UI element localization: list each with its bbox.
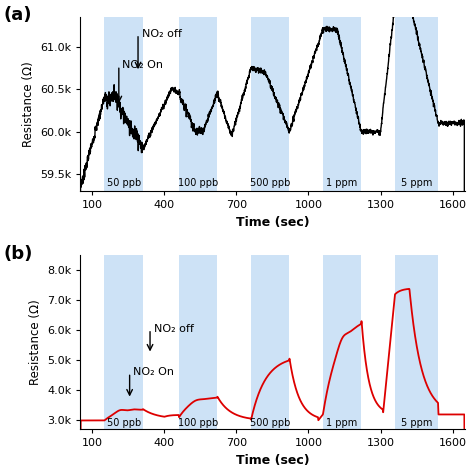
Bar: [323, 255, 361, 429]
Bar: [104, 255, 143, 429]
Text: 100 ppb: 100 ppb: [178, 178, 218, 188]
Y-axis label: Resistance (Ω): Resistance (Ω): [28, 300, 42, 385]
Text: NO₂ off: NO₂ off: [142, 29, 182, 39]
X-axis label: Time (sec): Time (sec): [236, 216, 310, 228]
Text: (a): (a): [4, 7, 32, 25]
Bar: [179, 17, 217, 191]
Bar: [251, 255, 289, 429]
Text: 1 ppm: 1 ppm: [327, 418, 358, 428]
Text: 500 ppb: 500 ppb: [250, 418, 290, 428]
Text: 500 ppb: 500 ppb: [250, 178, 290, 188]
Text: 5 ppm: 5 ppm: [401, 418, 432, 428]
Bar: [395, 17, 438, 191]
X-axis label: Time (sec): Time (sec): [236, 454, 310, 467]
Bar: [179, 255, 217, 429]
Bar: [395, 255, 438, 429]
Text: 100 ppb: 100 ppb: [178, 418, 218, 428]
Text: (b): (b): [4, 245, 33, 263]
Text: NO₂ On: NO₂ On: [133, 367, 174, 377]
Bar: [323, 17, 361, 191]
Text: 50 ppb: 50 ppb: [107, 418, 141, 428]
Text: 1 ppm: 1 ppm: [327, 178, 358, 188]
Text: 5 ppm: 5 ppm: [401, 178, 432, 188]
Y-axis label: Resistance (Ω): Resistance (Ω): [22, 61, 35, 147]
Bar: [104, 17, 143, 191]
Text: 50 ppb: 50 ppb: [107, 178, 141, 188]
Bar: [251, 17, 289, 191]
Text: NO₂ On: NO₂ On: [122, 60, 164, 70]
Text: NO₂ off: NO₂ off: [154, 324, 193, 334]
